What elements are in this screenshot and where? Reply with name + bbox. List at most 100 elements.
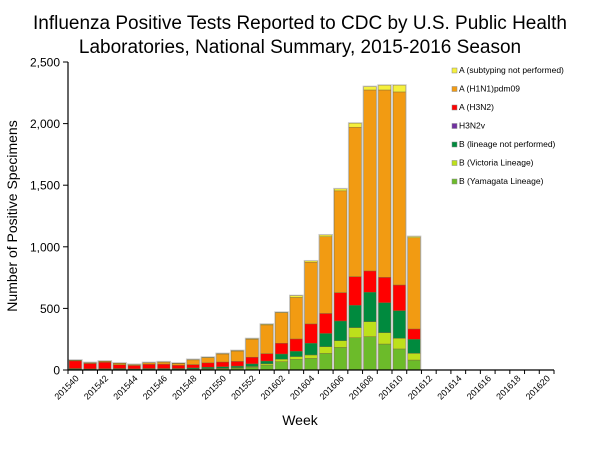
- bar-segment-201604-s6: [304, 260, 318, 263]
- bar-segment-201601-s4: [260, 353, 274, 362]
- bar-segment-201602-s2: [275, 353, 289, 360]
- bar-segment-201605-s6: [319, 234, 333, 237]
- legend-item: H3N2v: [451, 121, 486, 131]
- bar-segment-201610-s6: [392, 85, 406, 93]
- bar-segment-201611-s1: [407, 353, 421, 361]
- bar-stack-201611: [406, 235, 422, 371]
- bar-segment-201607-s5: [348, 126, 362, 277]
- bar-stack-201548: [185, 358, 201, 371]
- bar-stack-201541: [82, 361, 98, 371]
- x-tick-label: 201604: [288, 373, 316, 401]
- bar-stack-201604: [303, 259, 319, 371]
- bar-segment-201547-s5: [171, 363, 185, 366]
- y-tick-label: 2,000: [30, 117, 60, 131]
- bar-segment-201552-s2: [245, 363, 259, 367]
- bar-segment-201603-s1: [289, 356, 303, 360]
- bar-segment-201602-s0: [275, 361, 289, 371]
- x-tick-label: 201612: [406, 373, 434, 401]
- bar-stack-201607: [347, 122, 363, 371]
- legend-label: H3N2v: [459, 121, 486, 131]
- legend-swatch: [451, 86, 458, 92]
- bar-segment-201610-s2: [392, 310, 406, 339]
- bar-segment-201601-s2: [260, 360, 274, 365]
- legend-swatch: [451, 141, 458, 148]
- bar-segment-201549-s4: [201, 362, 215, 368]
- bar-stack-201551: [230, 349, 245, 371]
- bar-segment-201608-s1: [363, 321, 377, 337]
- bar-segment-201604-s2: [304, 343, 318, 356]
- bar-stack-201543: [112, 362, 127, 371]
- y-tick-label: 500: [40, 302, 60, 316]
- legend-item: A (subtyping not performed): [451, 65, 564, 75]
- bar-segment-201540-s4: [68, 360, 82, 369]
- legend-item: B (Victoria Lineage): [451, 158, 534, 168]
- bar-segment-201607-s2: [348, 305, 362, 328]
- bar-segment-201603-s2: [289, 351, 303, 357]
- bar-segment-201551-s4: [230, 361, 244, 367]
- legend: A (subtyping not performed) A (H1N1)pdm09…: [451, 65, 564, 186]
- legend-label: B (Yamagata Lineage): [459, 176, 544, 186]
- bar-segment-201604-s1: [304, 354, 318, 359]
- bar-stack-201547: [171, 362, 186, 371]
- x-tick-label: 201614: [435, 373, 463, 401]
- bar-segment-201610-s4: [392, 284, 406, 311]
- bar-segment-201552-s4: [245, 356, 259, 365]
- bar-segment-201547-s4: [171, 365, 185, 369]
- legend-item: A (H1N1)pdm09: [451, 84, 520, 94]
- bar-stack-201606: [333, 187, 348, 371]
- bar-segment-201606-s1: [333, 340, 347, 348]
- x-tick-label: 201602: [259, 373, 287, 401]
- bar-segment-201542-s4: [98, 362, 112, 369]
- x-tick-label: 201610: [376, 373, 404, 401]
- bar-stack-201552: [244, 337, 260, 371]
- bar-segment-201606-s6: [333, 188, 347, 192]
- bar-segment-201551-s5: [230, 350, 244, 362]
- bar-segment-201603-s4: [289, 338, 303, 352]
- bar-segment-201609-s5: [378, 89, 392, 278]
- legend-label: B (lineage not performed): [459, 139, 556, 149]
- legend-swatch: [451, 178, 458, 185]
- bar-stack-201603: [289, 294, 304, 371]
- bar-segment-201608-s2: [363, 292, 377, 322]
- y-axis-title: Number of Positive Specimens: [4, 120, 20, 311]
- bar-stack-201545: [141, 361, 157, 371]
- bar-segment-201545-s4: [142, 364, 156, 369]
- bar-stack-201544: [127, 363, 142, 371]
- bar-segment-201606-s0: [333, 347, 347, 371]
- x-axis-title: Week: [282, 412, 319, 428]
- bar-segment-201550-s4: [216, 361, 230, 367]
- bar-segment-201606-s4: [333, 292, 347, 322]
- bar-segment-201608-s6: [363, 86, 377, 91]
- legend-swatch: [451, 160, 458, 166]
- bar-segment-201548-s4: [186, 364, 200, 369]
- legend-item: A (H3N2): [451, 102, 494, 112]
- bar-segment-201605-s4: [319, 313, 333, 334]
- bar-segment-201610-s1: [392, 338, 406, 350]
- legend-label: A (subtyping not performed): [459, 65, 564, 75]
- chart-title-line-2: Laboratories, National Summary, 2015-201…: [79, 37, 521, 58]
- x-tick-label: 201544: [111, 373, 139, 401]
- bar-segment-201609-s1: [378, 332, 392, 345]
- bar-segment-201602-s4: [275, 343, 289, 355]
- bar-stack-201550: [215, 352, 230, 371]
- bar-segment-201549-s2: [201, 366, 215, 369]
- bar-segment-201603-s0: [289, 359, 303, 371]
- x-tick-label: 201546: [141, 373, 169, 401]
- bar-segment-201603-s6: [289, 295, 303, 298]
- bar-segment-201544-s4: [127, 365, 141, 370]
- bar-segment-201607-s1: [348, 327, 362, 338]
- bar-segment-201608-s4: [363, 270, 377, 293]
- bar-segment-201609-s4: [378, 277, 392, 303]
- bar-segment-201611-s4: [407, 328, 421, 340]
- bar-segment-201603-s5: [289, 297, 303, 340]
- bar-segment-201602-s1: [275, 359, 289, 362]
- y-axis: 0 500 1,000 1,500 2,000 2,500: [30, 56, 69, 378]
- legend-label: B (Victoria Lineage): [459, 158, 534, 168]
- bar-segment-201607-s4: [348, 276, 362, 306]
- x-tick-label: 201552: [229, 373, 257, 401]
- bar-segment-201606-s5: [333, 190, 347, 293]
- bar-stack-201540: [68, 359, 83, 371]
- bar-stack-201605: [318, 233, 333, 371]
- bar-segment-201601-s5: [260, 324, 274, 354]
